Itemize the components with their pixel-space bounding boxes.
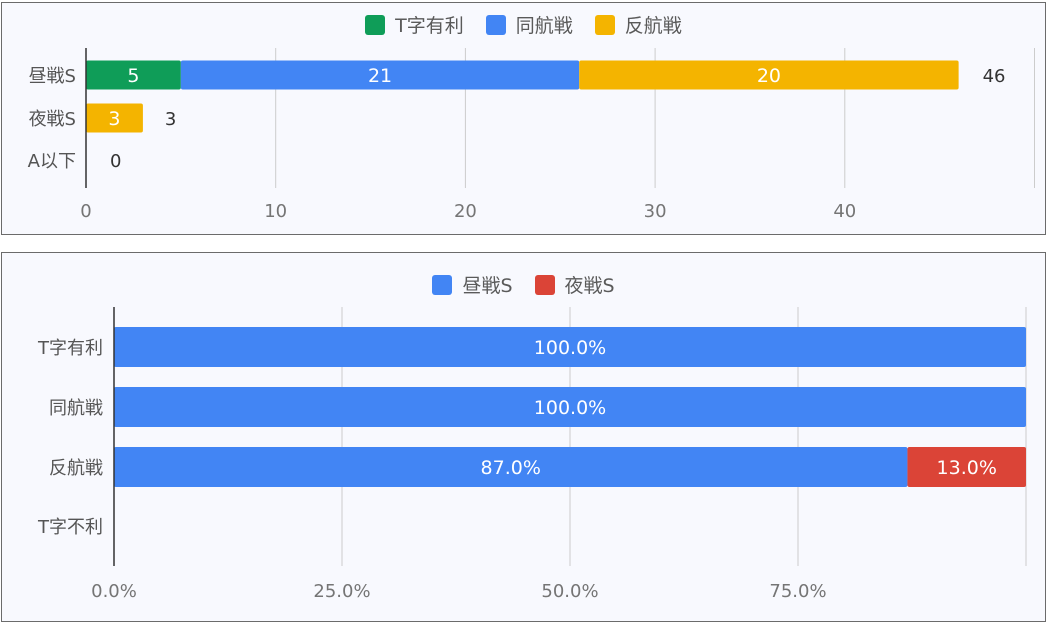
category-label: A以下 [28, 151, 76, 172]
data-label: 3 [108, 108, 120, 130]
chart2-legend: 昼戦S 夜戦S [2, 271, 1045, 298]
data-label: 21 [368, 65, 392, 87]
data-label: 100.0% [534, 397, 606, 419]
total-label: 3 [165, 109, 176, 130]
category-label: 反航戦 [49, 458, 103, 479]
category-label: T字不利 [37, 517, 103, 538]
data-label: 100.0% [534, 337, 606, 359]
data-label: 20 [757, 65, 781, 87]
x-tick-label: 25.0% [313, 581, 370, 602]
chart-panel-results: T字有利 同航戦 反航戦 0 10 20 30 40 昼戦S 5 21 20 46 夜戦S 3 3 A以下… [1, 2, 1046, 235]
legend-swatch-parallel [485, 14, 506, 35]
bar-segment [114, 387, 1026, 427]
bar-segment [114, 327, 1026, 367]
bar-segment [86, 60, 181, 90]
bar-segment [180, 60, 580, 90]
legend-item-night-s[interactable]: 夜戦S [534, 271, 615, 298]
legend-item-parallel[interactable]: 同航戦 [485, 11, 573, 38]
legend-item-reverse[interactable]: 反航戦 [594, 11, 682, 38]
category-label: T字有利 [37, 338, 103, 359]
x-tick-label: 0.0% [91, 581, 137, 602]
legend-label: 同航戦 [515, 15, 573, 37]
legend-label: 反航戦 [624, 15, 682, 37]
legend-swatch-t-favorable [365, 14, 386, 35]
category-label: 同航戦 [49, 398, 103, 419]
total-label: 0 [110, 151, 121, 172]
data-label: 13.0% [937, 457, 997, 479]
legend-label: 夜戦S [564, 275, 615, 297]
x-tick-label: 10 [264, 201, 287, 222]
chart-panel-ratio: 昼戦S 夜戦S 0.0% 25.0% 50.0% 75.0% T字有利 100.0% 同航戦… [1, 252, 1046, 622]
bar-segment [86, 103, 143, 133]
bar-segment [114, 447, 908, 487]
chart1-plot: 0 10 20 30 40 昼戦S 5 21 20 46 夜戦S 3 3 A以下 0 [28, 48, 1035, 222]
legend-label: T字有利 [395, 15, 464, 37]
data-label: 5 [127, 65, 139, 87]
legend-item-t-favorable[interactable]: T字有利 [365, 11, 464, 38]
legend-label: 昼戦S [462, 275, 513, 297]
data-label: 87.0% [481, 457, 541, 479]
chart1-legend: T字有利 同航戦 反航戦 [2, 11, 1045, 38]
x-tick-label: 40 [833, 201, 856, 222]
legend-swatch-night-s [534, 274, 555, 295]
x-tick-label: 0 [80, 201, 91, 222]
x-tick-label: 50.0% [541, 581, 598, 602]
category-label: 夜戦S [29, 109, 76, 130]
x-tick-label: 75.0% [769, 581, 826, 602]
chart2-plot: 0.0% 25.0% 50.0% 75.0% T字有利 100.0% 同航戦 100.0% 反航… [37, 307, 1027, 602]
legend-swatch-day-s [432, 274, 453, 295]
legend-swatch-reverse [594, 14, 615, 35]
total-label: 46 [983, 66, 1006, 87]
bar-segment [907, 447, 1026, 487]
x-tick-label: 30 [644, 201, 667, 222]
x-tick-label: 20 [454, 201, 477, 222]
legend-item-day-s[interactable]: 昼戦S [432, 271, 513, 298]
category-label: 昼戦S [29, 66, 76, 87]
bar-segment [579, 60, 959, 90]
